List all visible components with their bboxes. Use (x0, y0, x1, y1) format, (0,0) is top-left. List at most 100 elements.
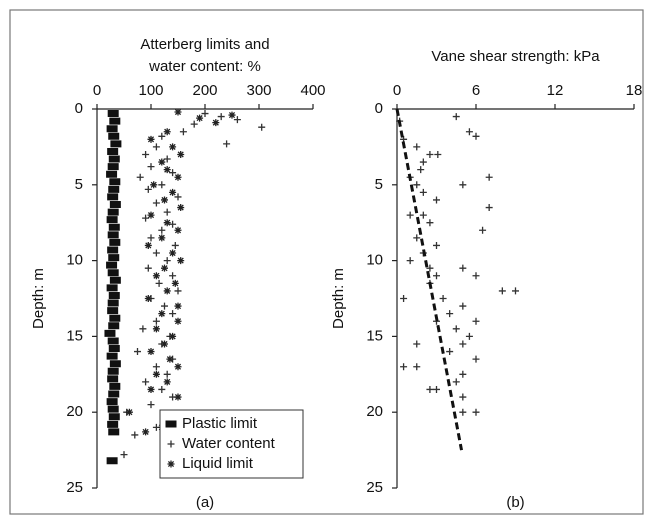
marker-plus (190, 120, 198, 128)
y-tick-label: 25 (66, 479, 83, 496)
marker-square (108, 291, 120, 299)
marker-plus (472, 272, 480, 280)
marker-square (107, 420, 119, 428)
marker-plus (433, 241, 440, 249)
marker-plus (472, 355, 480, 363)
marker-square (106, 457, 118, 465)
marker-asterisk (163, 378, 171, 386)
marker-plus (169, 169, 177, 177)
marker-asterisk (163, 287, 171, 295)
y-tick-label: 20 (366, 403, 383, 420)
marker-square (165, 420, 177, 428)
marker-asterisk (169, 332, 177, 340)
marker-asterisk (161, 264, 168, 272)
marker-plus (459, 181, 467, 189)
marker-plus (152, 143, 160, 151)
marker-asterisk (167, 460, 175, 468)
marker-plus (139, 325, 147, 333)
legend-label: Liquid limit (182, 455, 254, 472)
caption: (a) (196, 494, 214, 511)
marker-plus (131, 431, 139, 439)
marker-square (106, 284, 118, 292)
marker-square (109, 276, 121, 284)
marker-square (110, 140, 122, 148)
y-tick-label: 0 (375, 100, 383, 117)
marker-plus (217, 113, 225, 121)
frame (9, 9, 644, 515)
marker-square (108, 132, 120, 140)
marker-plus (174, 193, 182, 201)
marker-plus (147, 234, 155, 242)
marker-plus (459, 408, 467, 416)
marker-plus (136, 173, 144, 181)
legend-label: Plastic limit (182, 415, 258, 432)
marker-plus (512, 287, 519, 295)
marker-plus (201, 110, 209, 118)
marker-asterisk (174, 317, 182, 325)
marker-plus (142, 150, 150, 158)
marker-plus (142, 378, 150, 386)
marker-plus (163, 208, 171, 216)
marker-square (108, 428, 120, 436)
marker-plus (485, 204, 493, 212)
marker-square (107, 375, 119, 383)
marker-square (107, 405, 119, 413)
marker-plus (158, 226, 166, 234)
marker-plus (459, 340, 467, 348)
marker-plus (167, 440, 175, 448)
marker-plus (144, 264, 152, 272)
y-tick-label: 20 (66, 403, 83, 420)
marker-asterisk (161, 196, 168, 204)
marker-square (108, 413, 120, 421)
marker-square (109, 117, 121, 125)
marker-square (107, 163, 119, 171)
marker-plus (452, 113, 460, 121)
marker-square (106, 216, 118, 224)
marker-asterisk (147, 211, 155, 219)
marker-asterisk (163, 166, 171, 174)
marker-asterisk (147, 348, 155, 356)
marker-asterisk (125, 408, 133, 416)
marker-asterisk (163, 219, 171, 227)
marker-square (107, 246, 119, 254)
marker-square (104, 329, 116, 337)
marker-plus (163, 370, 171, 378)
marker-square (107, 337, 119, 345)
x-tick-label: 0 (393, 82, 401, 99)
marker-asterisk (166, 355, 174, 363)
marker-square (109, 178, 121, 186)
marker-asterisk (142, 428, 150, 436)
marker-plus (433, 385, 440, 393)
marker-asterisk (174, 302, 182, 310)
marker-plus (413, 234, 421, 242)
marker-square (108, 254, 120, 262)
marker-asterisk (158, 234, 166, 242)
x-tick-label: 100 (138, 82, 163, 99)
marker-plus (479, 226, 487, 234)
legend-label: Water content (182, 435, 276, 452)
y-tick-label: 5 (375, 176, 383, 193)
marker-square (108, 223, 120, 231)
marker-square (108, 155, 120, 163)
marker-plus (426, 264, 434, 272)
marker-plus (120, 451, 128, 459)
marker-square (109, 382, 121, 390)
marker-plus (419, 188, 427, 196)
marker-plus (465, 128, 473, 136)
marker-square (107, 269, 119, 277)
y-axis-label: Depth: m (330, 268, 347, 329)
x-tick-label: 200 (192, 82, 217, 99)
marker-square (107, 193, 119, 201)
marker-square (107, 147, 119, 155)
marker-square (107, 367, 119, 375)
marker-plus (413, 143, 421, 151)
marker-square (106, 352, 118, 360)
marker-plus (433, 196, 440, 204)
marker-plus (152, 249, 160, 257)
x-tick-label: 0 (93, 82, 101, 99)
marker-square (108, 390, 120, 398)
marker-plus (498, 287, 506, 295)
x-tick-label: 300 (246, 82, 271, 99)
marker-asterisk (169, 143, 177, 151)
